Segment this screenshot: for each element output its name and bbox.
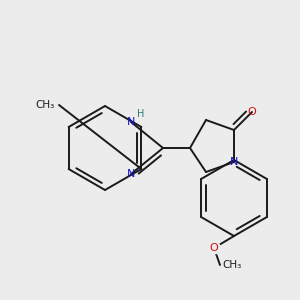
Text: O: O <box>248 107 256 117</box>
Text: CH₃: CH₃ <box>222 260 241 270</box>
Text: N: N <box>230 157 238 167</box>
Bar <box>209 244 218 253</box>
Text: H: H <box>137 109 145 119</box>
Text: CH₃: CH₃ <box>36 100 55 110</box>
Text: N: N <box>127 117 135 127</box>
Text: N: N <box>127 169 135 179</box>
Text: O: O <box>210 243 218 253</box>
